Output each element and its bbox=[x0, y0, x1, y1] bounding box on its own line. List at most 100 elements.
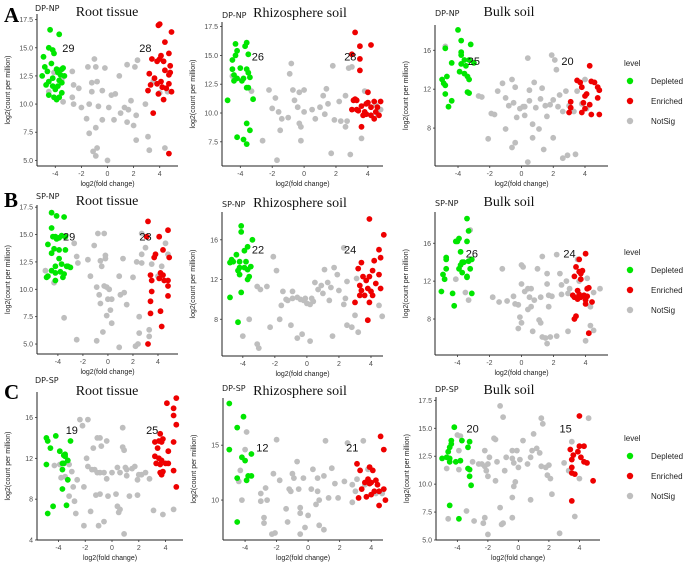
point-depleted bbox=[56, 247, 62, 253]
point-depleted bbox=[58, 79, 65, 86]
point-notsig bbox=[114, 464, 121, 471]
point-enriched bbox=[155, 91, 162, 97]
point-notsig bbox=[42, 267, 49, 274]
point-notsig bbox=[336, 98, 343, 105]
x-tick-label: -4 bbox=[454, 360, 460, 367]
point-notsig bbox=[237, 467, 244, 474]
point-notsig bbox=[513, 114, 520, 121]
point-depleted bbox=[243, 477, 250, 484]
y-tick-label: 8 bbox=[427, 317, 431, 324]
point-notsig bbox=[107, 307, 114, 313]
point-notsig bbox=[528, 303, 534, 310]
point-notsig bbox=[70, 101, 77, 107]
point-depleted bbox=[468, 290, 475, 297]
point-notsig bbox=[117, 469, 123, 476]
point-enriched bbox=[149, 56, 155, 62]
point-depleted bbox=[64, 457, 71, 464]
point-depleted bbox=[466, 90, 472, 96]
legend: level Depleted Enriched NotSig bbox=[624, 248, 683, 315]
comparison-label: DP-SP bbox=[435, 385, 459, 394]
point-notsig bbox=[83, 115, 90, 122]
point-enriched bbox=[576, 443, 583, 450]
point-enriched bbox=[377, 98, 384, 105]
point-enriched bbox=[566, 109, 572, 116]
point-notsig bbox=[538, 463, 545, 470]
point-depleted bbox=[243, 141, 250, 148]
point-notsig bbox=[133, 112, 140, 119]
point-notsig bbox=[124, 61, 130, 68]
point-notsig bbox=[334, 271, 341, 278]
x-axis-label: log2(fold change) bbox=[494, 370, 548, 377]
point-depleted bbox=[460, 259, 467, 266]
point-notsig bbox=[514, 447, 520, 454]
legend-label: Enriched bbox=[651, 472, 683, 481]
x-tick-label: -2 bbox=[486, 360, 492, 367]
x-tick-label: 4 bbox=[369, 545, 373, 552]
point-notsig bbox=[133, 137, 140, 144]
point-notsig bbox=[158, 263, 165, 270]
y-tick-label: 4 bbox=[29, 538, 33, 545]
point-enriched bbox=[355, 265, 362, 272]
count-annotation: 29 bbox=[62, 43, 74, 55]
point-enriched bbox=[165, 448, 172, 455]
point-notsig bbox=[480, 520, 487, 527]
point-depleted bbox=[248, 451, 255, 457]
point-notsig bbox=[553, 66, 560, 73]
point-notsig bbox=[73, 336, 80, 343]
point-notsig bbox=[521, 112, 528, 119]
point-depleted bbox=[250, 96, 256, 103]
point-notsig bbox=[95, 230, 101, 237]
x-tick-label: -4 bbox=[242, 545, 248, 552]
point-notsig bbox=[290, 87, 296, 93]
comparison-label: SP-NP bbox=[435, 199, 459, 208]
point-notsig bbox=[587, 303, 594, 310]
point-notsig bbox=[73, 253, 80, 260]
y-axis-label: log2(count per million) bbox=[5, 56, 12, 125]
point-notsig bbox=[92, 153, 99, 159]
point-enriched bbox=[582, 250, 589, 257]
point-notsig bbox=[547, 475, 554, 482]
point-enriched bbox=[352, 299, 358, 306]
point-notsig bbox=[312, 115, 319, 122]
point-notsig bbox=[86, 101, 93, 107]
point-depleted bbox=[465, 444, 471, 451]
point-notsig bbox=[66, 493, 72, 499]
point-depleted bbox=[440, 271, 446, 278]
point-depleted bbox=[230, 258, 237, 265]
point-notsig bbox=[90, 445, 97, 451]
point-enriched bbox=[355, 495, 362, 501]
y-tick-label: 7.5 bbox=[23, 314, 33, 321]
point-notsig bbox=[294, 458, 300, 465]
point-notsig bbox=[502, 95, 509, 101]
point-enriched bbox=[360, 112, 366, 119]
point-depleted bbox=[39, 73, 46, 79]
legend: level Depleted Enriched NotSig bbox=[624, 59, 683, 126]
point-depleted bbox=[464, 238, 470, 245]
point-notsig bbox=[298, 137, 304, 144]
legend: level Depleted Enriched NotSig bbox=[624, 434, 683, 501]
point-notsig bbox=[585, 415, 592, 422]
point-notsig bbox=[597, 285, 603, 292]
point-notsig bbox=[587, 322, 594, 329]
point-notsig bbox=[571, 108, 577, 115]
point-depleted bbox=[456, 68, 463, 75]
point-enriched bbox=[157, 461, 164, 468]
point-depleted bbox=[468, 482, 474, 489]
point-notsig bbox=[298, 123, 304, 130]
point-notsig bbox=[332, 480, 338, 487]
count-annotation: 12 bbox=[256, 442, 268, 454]
point-notsig bbox=[347, 151, 354, 158]
point-enriched bbox=[170, 467, 177, 474]
point-notsig bbox=[121, 289, 128, 296]
point-notsig bbox=[301, 87, 307, 93]
x-tick-label: -4 bbox=[52, 171, 58, 178]
y-axis-label: log2(count per million) bbox=[403, 61, 410, 130]
panel-title: Rhizosphere soil bbox=[253, 196, 347, 211]
point-notsig bbox=[485, 461, 491, 467]
point-notsig bbox=[497, 403, 503, 409]
point-enriched bbox=[170, 405, 177, 412]
point-notsig bbox=[296, 89, 303, 96]
point-depleted bbox=[242, 43, 249, 50]
y-tick-label: 16 bbox=[423, 48, 431, 55]
point-enriched bbox=[366, 480, 373, 487]
